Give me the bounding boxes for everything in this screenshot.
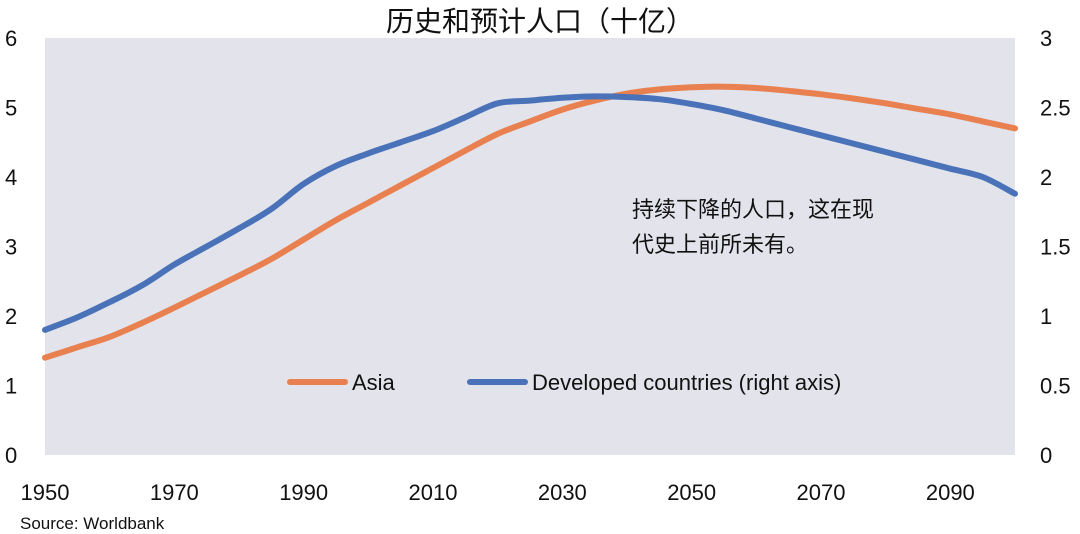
x-tick-label: 1990 bbox=[279, 480, 328, 505]
chart-title: 历史和预计人口（十亿） bbox=[386, 5, 694, 38]
left-axis: 0 1 2 3 4 5 6 bbox=[5, 26, 17, 468]
x-axis: 1950 1970 1990 2010 2030 2050 2070 2090 bbox=[21, 480, 975, 505]
x-tick-label: 2050 bbox=[667, 480, 716, 505]
series-line-asia bbox=[42, 83, 1018, 361]
left-tick-label: 4 bbox=[5, 165, 17, 190]
series-line-developed bbox=[42, 93, 1018, 333]
left-tick-label: 1 bbox=[5, 374, 17, 399]
x-tick-label: 2070 bbox=[797, 480, 846, 505]
right-axis: 0 0.5 1 1.5 2 2.5 3 bbox=[1040, 26, 1071, 468]
x-tick-label: 2090 bbox=[926, 480, 975, 505]
annotation-line-2: 代史上前所未有。 bbox=[632, 233, 808, 258]
x-tick-label: 2030 bbox=[538, 480, 587, 505]
left-tick-label: 0 bbox=[5, 443, 17, 468]
right-tick-label: 1.5 bbox=[1040, 235, 1071, 260]
x-tick-label: 1970 bbox=[150, 480, 199, 505]
annotation-line-1: 持续下降的人口，这在现 bbox=[632, 198, 874, 223]
source-note: Source: Worldbank bbox=[20, 514, 165, 533]
right-tick-label: 3 bbox=[1040, 26, 1052, 51]
x-tick-label: 2010 bbox=[409, 480, 458, 505]
left-tick-label: 3 bbox=[5, 235, 17, 260]
legend-label-developed: Developed countries (right axis) bbox=[532, 370, 841, 395]
left-tick-label: 2 bbox=[5, 304, 17, 329]
right-tick-label: 2 bbox=[1040, 165, 1052, 190]
series-lines bbox=[42, 83, 1018, 361]
x-tick-label: 1950 bbox=[21, 480, 70, 505]
left-tick-label: 6 bbox=[5, 26, 17, 51]
right-tick-label: 0 bbox=[1040, 443, 1052, 468]
legend-label-asia: Asia bbox=[352, 370, 396, 395]
left-tick-label: 5 bbox=[5, 96, 17, 121]
legend: Asia Developed countries (right axis) bbox=[287, 370, 841, 395]
right-tick-label: 0.5 bbox=[1040, 374, 1071, 399]
right-tick-label: 1 bbox=[1040, 304, 1052, 329]
right-tick-label: 2.5 bbox=[1040, 96, 1071, 121]
